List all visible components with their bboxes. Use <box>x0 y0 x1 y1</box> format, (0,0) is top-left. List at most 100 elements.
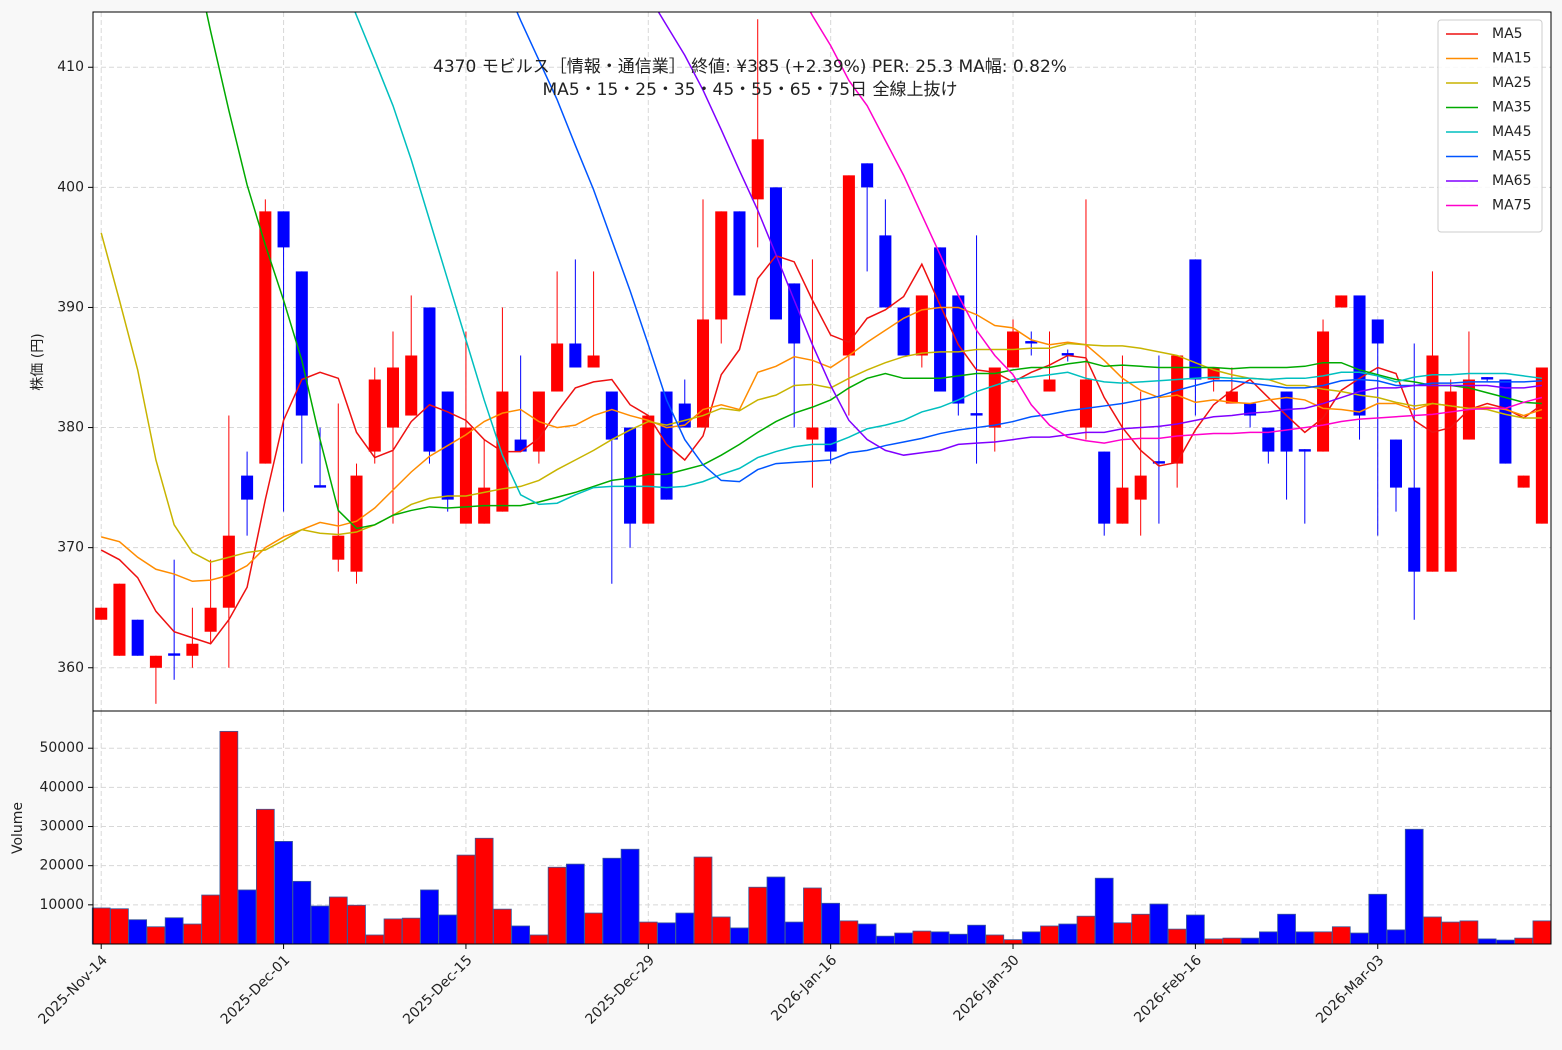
candle-body <box>970 413 983 416</box>
candle-body <box>751 139 764 200</box>
volume-bar <box>237 889 257 945</box>
volume-bar <box>1167 928 1187 945</box>
chart-subtitle: MA5・15・25・35・45・55・65・75日 全線上抜け <box>543 80 958 100</box>
volume-bar <box>274 841 293 945</box>
volume-bar <box>620 848 640 945</box>
candle-body <box>678 403 691 428</box>
ma-line <box>100 254 1543 645</box>
ma-line <box>809 12 1543 444</box>
volume-bar <box>1003 939 1023 945</box>
candle-body <box>1371 319 1384 344</box>
volume-bar <box>347 904 366 945</box>
candle-body <box>1171 355 1184 464</box>
volume-bar <box>638 921 658 945</box>
candle-body <box>696 319 710 428</box>
volume-bar <box>365 934 385 945</box>
volume-bar <box>857 923 877 945</box>
volume-bar <box>511 925 530 945</box>
candle-body <box>1025 341 1038 344</box>
y-axis-label: 株価 (円) <box>30 333 46 390</box>
candle-body <box>551 343 564 392</box>
legend-label: MA25 <box>1492 75 1531 91</box>
volume-bar <box>876 935 895 945</box>
volume-bar <box>110 908 129 945</box>
volume-bar <box>711 916 731 945</box>
volume-bar <box>547 866 567 945</box>
volume-bar <box>91 907 111 945</box>
volume-bar <box>784 921 804 945</box>
volume-bar <box>821 902 840 945</box>
candle-body <box>1499 379 1512 464</box>
volume-tick-label: 20000 <box>39 858 84 874</box>
volume-bar <box>1131 913 1151 945</box>
volume-tick-label: 10000 <box>39 897 84 913</box>
volume-bar <box>1441 921 1461 945</box>
candle-body <box>459 427 472 524</box>
candle-body <box>934 247 947 392</box>
volume-bar <box>566 863 585 945</box>
candle-body <box>514 439 527 452</box>
candle-body <box>423 307 436 452</box>
volume-bar <box>438 914 458 945</box>
legend-label: MA5 <box>1492 26 1523 42</box>
y-tick-label: 380 <box>57 420 84 436</box>
candle-body <box>915 295 928 356</box>
candle-body <box>1061 353 1074 356</box>
candle-body <box>222 535 235 608</box>
volume-bar <box>1295 931 1315 945</box>
volume-bar <box>930 931 950 945</box>
candle-body <box>1535 367 1548 524</box>
volume-bar <box>730 927 749 945</box>
candle-body <box>1517 475 1530 488</box>
volume-bar <box>766 876 786 945</box>
volume-bar <box>456 854 476 945</box>
candle-body <box>569 343 582 368</box>
volume-bar <box>1277 913 1296 945</box>
ma-line <box>516 12 1542 483</box>
volume-bar <box>985 934 1005 945</box>
volume-bar <box>1094 877 1114 945</box>
volume-frame <box>92 710 1552 945</box>
ma-line <box>205 12 1542 530</box>
legend-label: MA45 <box>1492 124 1531 140</box>
candle-body <box>1098 451 1111 524</box>
volume-bar <box>1222 937 1242 945</box>
volume-bar <box>1313 931 1333 945</box>
candle-body <box>624 427 637 524</box>
volume-bar <box>803 887 822 945</box>
volume-bar <box>693 856 713 945</box>
volume-bar <box>1204 938 1223 945</box>
y-tick-label: 360 <box>57 660 84 676</box>
candle-body <box>204 607 217 632</box>
x-tick-label: 2026-Jan-16 <box>768 952 840 1024</box>
volume-bar <box>675 912 695 945</box>
candle-body <box>350 475 363 572</box>
x-tick-label: 2025-Dec-01 <box>218 952 293 1027</box>
volume-bar <box>1021 931 1041 945</box>
candle-body <box>587 355 600 368</box>
volume-bar <box>1368 893 1388 945</box>
volume-bar <box>657 922 676 945</box>
volume-bar <box>1331 926 1351 945</box>
volume-bar <box>1076 915 1096 945</box>
volume-bar <box>584 912 603 945</box>
candle-body <box>1317 331 1330 452</box>
volume-tick-label: 50000 <box>39 740 84 756</box>
candle-body <box>715 211 728 320</box>
candle-body <box>241 475 254 500</box>
candle-body <box>113 583 126 656</box>
volume-bar <box>219 730 239 945</box>
candle-body <box>1079 379 1092 428</box>
chart-title: 4370 モビルス［情報・通信業］ 終値: ¥385 (+2.39%) PER:… <box>433 57 1067 77</box>
candle-body <box>1152 461 1165 464</box>
candle-body <box>1408 487 1421 572</box>
volume-bar <box>1040 925 1059 945</box>
volume-bar <box>383 918 403 945</box>
volume-tick-label: 40000 <box>39 779 84 795</box>
volume-bar <box>1423 916 1442 945</box>
volume-bar <box>1058 923 1078 945</box>
legend-label: MA35 <box>1492 100 1531 116</box>
candle-body <box>295 271 308 416</box>
x-tick-label: 2026-Mar-03 <box>1313 952 1387 1026</box>
volume-bar <box>1186 914 1205 945</box>
